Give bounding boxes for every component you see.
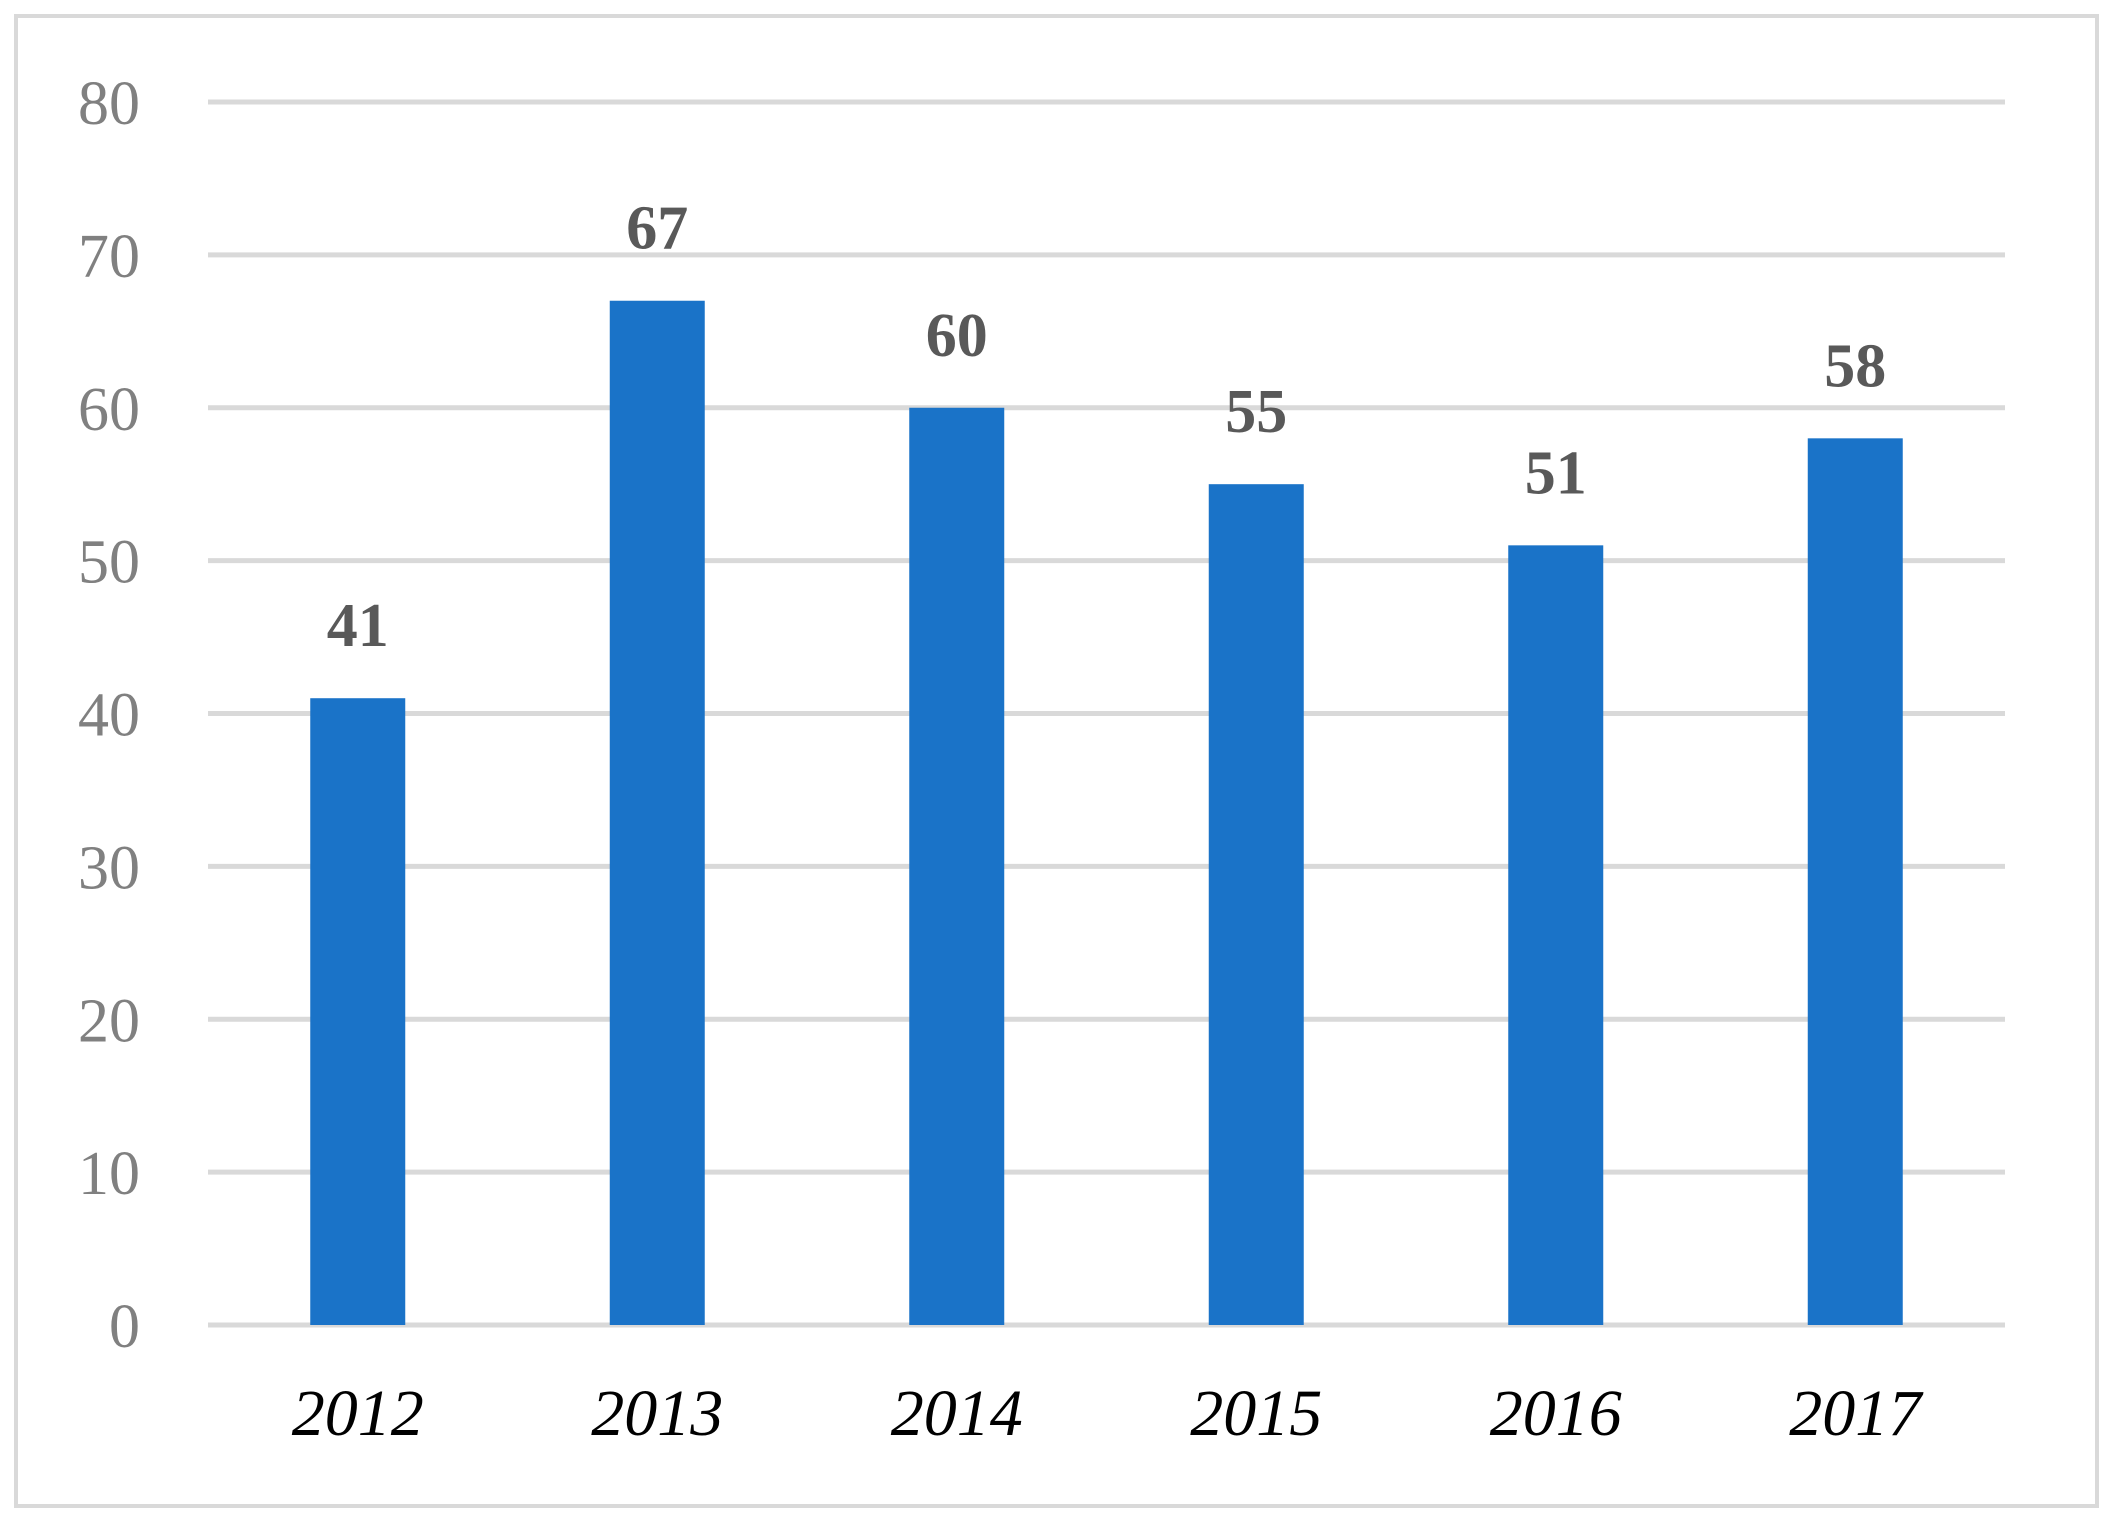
x-axis-ticks: 2012 2013 2014 2015 2016 2017: [292, 1377, 1925, 1450]
y-tick-label: 70: [78, 223, 140, 291]
bar-2017: [1807, 438, 1903, 1325]
y-tick-label: 20: [78, 987, 140, 1055]
bar-2013: [609, 300, 705, 1325]
bar-2014: [909, 407, 1005, 1325]
y-tick-label: 40: [78, 682, 140, 750]
bars: [310, 300, 1903, 1325]
y-tick-label: 10: [78, 1140, 140, 1208]
x-tick-label-2017: 2017: [1789, 1377, 1924, 1450]
x-tick-label-2014: 2014: [891, 1377, 1023, 1450]
bar-2012: [310, 698, 406, 1325]
x-tick-label-2015: 2015: [1190, 1377, 1322, 1450]
data-labels: 41 67 60 55 51 58: [327, 195, 1887, 660]
data-label-2016: 51: [1525, 439, 1587, 507]
x-tick-label-2013: 2013: [591, 1377, 723, 1450]
x-tick-label-2016: 2016: [1490, 1377, 1622, 1450]
y-tick-label: 0: [109, 1293, 140, 1361]
data-label-2014: 60: [926, 302, 988, 370]
y-axis-ticks: 0 10 20 30 40 50 60 70 80: [78, 70, 140, 1361]
data-label-2013: 67: [626, 195, 688, 263]
y-tick-label: 60: [78, 376, 140, 444]
bar-2016: [1508, 545, 1604, 1325]
data-label-2012: 41: [327, 592, 389, 660]
y-tick-label: 50: [78, 529, 140, 597]
bar-2015: [1208, 484, 1304, 1325]
gridlines: [208, 99, 2005, 1328]
y-tick-label: 30: [78, 834, 140, 902]
data-label-2015: 55: [1225, 378, 1287, 446]
x-tick-label-2012: 2012: [292, 1377, 424, 1450]
data-label-2017: 58: [1824, 332, 1886, 400]
y-tick-label: 80: [78, 70, 140, 138]
